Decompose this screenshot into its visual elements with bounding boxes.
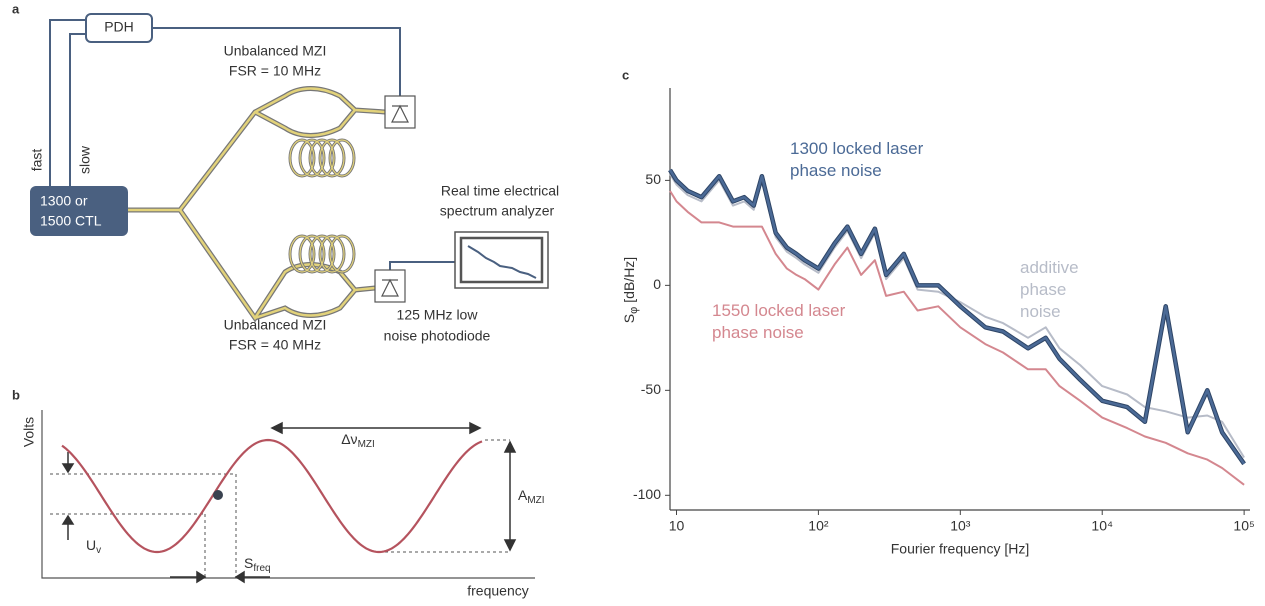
pdh-box	[85, 13, 153, 43]
x-tick-label: 10³	[950, 518, 971, 534]
y-tick-label: -100	[633, 486, 661, 502]
x-tick-label: 10²	[808, 518, 829, 534]
series-label: 1550 locked laser phase noise	[712, 301, 846, 342]
slope-label: Sfreq	[244, 555, 271, 574]
mzi-label: FSR = 10 MHz	[229, 63, 321, 79]
x-axis-label: Fourier frequency [Hz]	[891, 541, 1030, 557]
pdh-label: PDH	[104, 19, 134, 35]
series-line	[669, 173, 1245, 459]
guide-lines	[50, 439, 510, 578]
mzi-label: Unbalanced MZI	[224, 43, 327, 59]
y-tick-label: 0	[653, 276, 661, 292]
spectrum-analyzer	[454, 231, 549, 289]
mzi-label: Unbalanced MZI	[224, 317, 327, 333]
x-tick-label: 10⁴	[1091, 518, 1113, 534]
y-tick-label: -50	[641, 381, 661, 397]
laser-label: 1300 or	[40, 193, 88, 209]
laser-box	[30, 186, 128, 236]
slow-label: slow	[77, 145, 93, 174]
panel-b-axes	[41, 410, 535, 579]
y-axis-label: Volts	[21, 417, 37, 447]
voltage-label: Uv	[86, 537, 101, 556]
fibers	[128, 86, 386, 323]
panel-label: b	[12, 387, 20, 402]
photodiode-label: 125 MHz low	[397, 307, 479, 323]
amplitude-label: AMZI	[518, 487, 545, 506]
panel-label: c	[622, 67, 629, 82]
y-axis-label: Sφ[dB/Hz]	[621, 257, 640, 323]
lock-point	[213, 490, 223, 500]
laser-label: 1500 CTL	[40, 213, 102, 229]
y-tick-label: 50	[645, 171, 661, 187]
period-label: ΔνMZI	[341, 431, 375, 450]
x-tick-label: 10⁵	[1233, 518, 1254, 534]
x-tick-label: 10	[669, 518, 685, 534]
series-label: additive phase noise	[1020, 258, 1079, 321]
fast-label: fast	[29, 149, 45, 172]
analyzer-label: spectrum analyzer	[440, 203, 555, 219]
panel-label: a	[12, 1, 20, 16]
series-label: 1300 locked laser phase noise	[790, 139, 924, 180]
electrical-wires	[49, 19, 455, 270]
mzi-label: FSR = 40 MHz	[229, 337, 321, 353]
arrows	[61, 421, 517, 584]
mzi-transfer-curve	[61, 438, 483, 554]
photodiode-label: noise photodiode	[384, 328, 491, 344]
analyzer-label: Real time electrical	[441, 183, 559, 199]
photodiodes	[374, 95, 416, 303]
x-axis-label: frequency	[467, 583, 528, 599]
series-line	[668, 169, 1246, 465]
chart: 50 0 -50 -100 10 10² 10³ 10⁴ 10⁵	[633, 88, 1255, 534]
series-line	[669, 190, 1245, 486]
